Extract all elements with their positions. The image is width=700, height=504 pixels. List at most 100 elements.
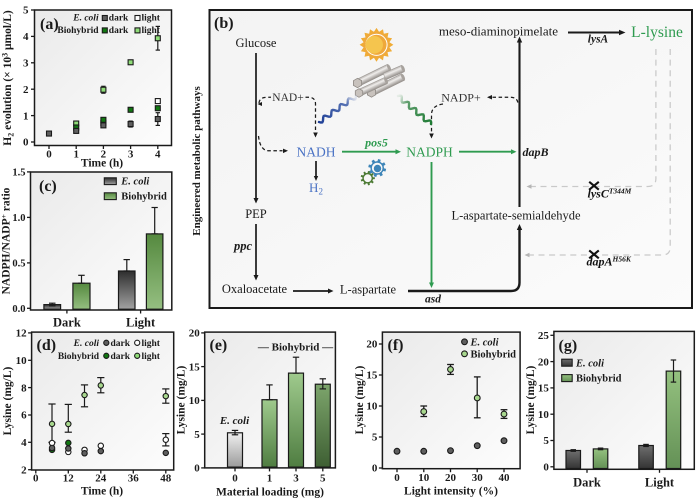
svg-text:Light: Light	[126, 316, 156, 330]
svg-text:(g): (g)	[559, 338, 578, 355]
svg-text:Biohybrid: Biohybrid	[576, 374, 622, 385]
svg-text:8: 8	[21, 382, 27, 394]
svg-text:12: 12	[16, 328, 28, 340]
svg-text:E. coli: E. coli	[470, 338, 499, 349]
svg-text:5: 5	[543, 435, 549, 447]
svg-text:light: light	[142, 14, 161, 24]
svg-text:Glucose: Glucose	[236, 36, 277, 50]
svg-text:20: 20	[538, 356, 550, 368]
svg-text:meso-diaminopimelate: meso-diaminopimelate	[439, 24, 558, 39]
svg-text:15: 15	[538, 383, 550, 395]
svg-text:3: 3	[23, 58, 29, 70]
svg-text:0: 0	[232, 473, 238, 485]
svg-text:E. coli: E. coli	[72, 14, 99, 24]
svg-text:Engineered metabolic pathways: Engineered metabolic pathways	[191, 86, 203, 236]
svg-text:(d): (d)	[37, 337, 57, 354]
svg-text:3: 3	[128, 149, 134, 161]
svg-text:6: 6	[21, 410, 27, 422]
svg-text:— Biohybrid —: — Biohybrid —	[257, 342, 334, 354]
svg-text:15: 15	[366, 370, 378, 382]
svg-text:0: 0	[23, 137, 29, 149]
svg-text:2: 2	[23, 84, 29, 96]
svg-text:pos5: pos5	[364, 136, 388, 150]
svg-text:L-aspartate: L-aspartate	[340, 283, 397, 297]
svg-text:0.5: 0.5	[12, 258, 25, 269]
svg-text:Time (h): Time (h)	[81, 486, 123, 498]
svg-text:1: 1	[73, 149, 79, 161]
svg-text:NADPH: NADPH	[406, 145, 453, 160]
svg-text:PEP: PEP	[245, 207, 267, 221]
svg-text:E. coli: E. coli	[120, 177, 149, 188]
svg-text:light: light	[142, 26, 161, 36]
svg-text:Light intensity (%): Light intensity (%)	[404, 486, 498, 498]
svg-text:H2 evolution (× 103 μmol/L): H2 evolution (× 103 μmol/L)	[0, 10, 15, 146]
svg-text:dark: dark	[111, 352, 131, 362]
svg-text:Light: Light	[645, 476, 675, 490]
svg-text:20: 20	[366, 339, 378, 351]
svg-text:1: 1	[23, 110, 29, 122]
svg-text:(c): (c)	[39, 178, 57, 195]
svg-text:(e): (e)	[210, 337, 228, 354]
svg-text:L-aspartate-semialdehyde: L-aspartate-semialdehyde	[451, 209, 581, 223]
svg-text:0.0: 0.0	[12, 304, 25, 315]
svg-text:2: 2	[101, 149, 107, 161]
svg-text:Dark: Dark	[573, 476, 601, 490]
svg-text:Material loading (mg): Material loading (mg)	[216, 487, 324, 499]
svg-text:dark: dark	[111, 339, 131, 349]
svg-text:lysA: lysA	[588, 34, 609, 46]
svg-text:asd: asd	[425, 294, 441, 306]
svg-text:20: 20	[189, 328, 201, 340]
svg-text:1.5: 1.5	[12, 168, 25, 179]
svg-text:3: 3	[293, 473, 299, 485]
svg-text:E. coli: E. coli	[73, 339, 100, 349]
svg-text:Biohybrid: Biohybrid	[57, 26, 99, 36]
svg-text:E. coli: E. coli	[575, 359, 604, 370]
svg-text:1: 1	[267, 473, 273, 485]
svg-text:0: 0	[46, 149, 52, 161]
svg-text:36: 36	[128, 473, 140, 485]
svg-text:10: 10	[189, 395, 201, 407]
svg-text:10: 10	[366, 401, 378, 413]
svg-text:12: 12	[63, 473, 75, 485]
svg-text:L-lysine: L-lysine	[631, 24, 683, 41]
svg-text:(f): (f)	[388, 337, 404, 354]
svg-text:(a): (a)	[40, 16, 59, 33]
svg-text:0: 0	[543, 462, 549, 474]
svg-text:0: 0	[372, 463, 378, 475]
svg-text:E. coli: E. coli	[219, 415, 250, 427]
svg-text:1.0: 1.0	[12, 213, 25, 224]
svg-text:24: 24	[95, 473, 107, 485]
svg-text:15: 15	[189, 361, 201, 373]
svg-text:48: 48	[160, 473, 172, 485]
svg-text:Lysine (mg/L): Lysine (mg/L)	[354, 365, 366, 434]
svg-text:2: 2	[21, 464, 27, 476]
svg-text:0: 0	[33, 473, 39, 485]
svg-text:Biohybrid: Biohybrid	[121, 192, 167, 203]
svg-text:10: 10	[418, 472, 430, 484]
svg-text:Biohybrid: Biohybrid	[471, 350, 517, 361]
svg-text:Lysine (mg/L): Lysine (mg/L)	[525, 365, 537, 434]
svg-text:dark: dark	[109, 14, 129, 24]
svg-text:NAD+: NAD+	[272, 92, 303, 104]
svg-text:4: 4	[23, 31, 29, 43]
svg-text:20: 20	[445, 472, 457, 484]
svg-text:Dark: Dark	[53, 316, 81, 330]
svg-text:Time (h): Time (h)	[81, 158, 123, 170]
svg-text:light: light	[142, 352, 161, 362]
svg-text:ppc: ppc	[233, 239, 253, 253]
svg-text:4: 4	[155, 149, 161, 161]
svg-text:10: 10	[538, 409, 550, 421]
svg-text:Lysine (mg/L): Lysine (mg/L)	[2, 366, 14, 435]
svg-text:dark: dark	[109, 26, 129, 36]
svg-text:25: 25	[538, 330, 550, 342]
svg-text:0: 0	[394, 472, 400, 484]
svg-text:NADH: NADH	[297, 145, 336, 160]
svg-text:Lysine (mg/L): Lysine (mg/L)	[176, 365, 188, 434]
svg-text:NADP+: NADP+	[441, 91, 481, 105]
svg-text:30: 30	[472, 472, 484, 484]
svg-text:Oxaloacetate: Oxaloacetate	[222, 282, 288, 296]
svg-text:(b): (b)	[214, 15, 234, 32]
svg-text:4: 4	[21, 437, 27, 449]
svg-text:5: 5	[372, 432, 378, 444]
svg-text:Biohybrid: Biohybrid	[58, 352, 100, 362]
